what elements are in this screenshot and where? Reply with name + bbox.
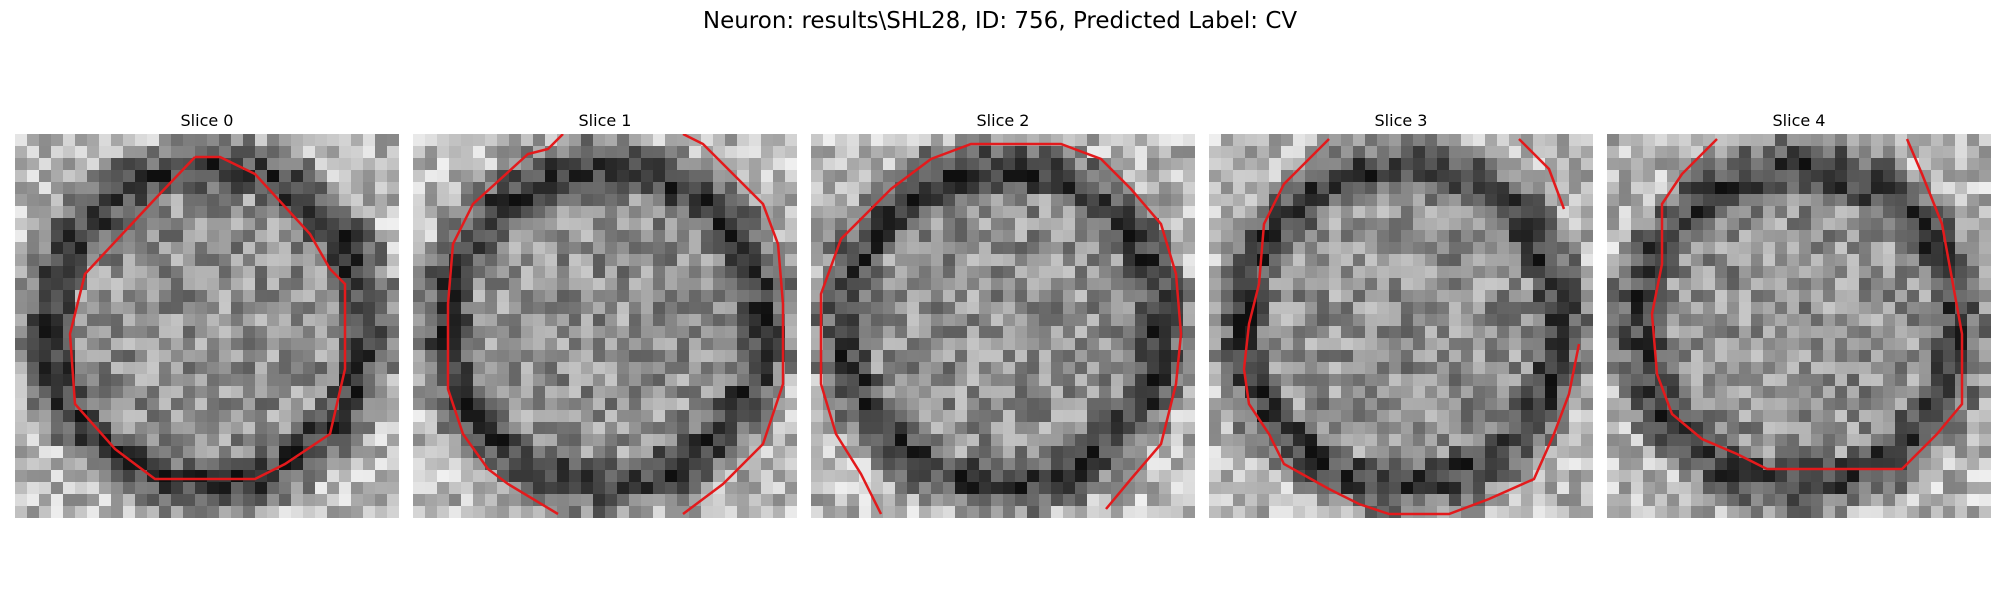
neuron-contour-3b — [1518, 138, 1566, 210]
slice-title-2: Slice 2 — [976, 111, 1030, 130]
slice-title-3: Slice 3 — [1374, 111, 1428, 130]
slice-image-0 — [15, 134, 399, 518]
micrograph-pixels-4 — [1607, 134, 1991, 518]
slice-title-4: Slice 4 — [1772, 111, 1826, 130]
slice-panel-1: Slice 1 — [413, 108, 797, 518]
micrograph-pixels-3 — [1209, 134, 1593, 518]
neuron-contour-2 — [819, 142, 1183, 515]
micrograph-pixels-0 — [15, 134, 399, 518]
neuron-contour-4 — [1650, 138, 1964, 471]
neuron-contour-3 — [1242, 138, 1581, 516]
slice-title-1: Slice 1 — [578, 111, 632, 130]
slice-panel-3: Slice 3 — [1209, 108, 1593, 518]
micrograph-pixels-2 — [811, 134, 1195, 518]
slice-panel-0: Slice 0 — [15, 108, 399, 518]
slice-image-4 — [1607, 134, 1991, 518]
neuron-contour-1 — [446, 134, 564, 516]
slice-panel-2: Slice 2 — [811, 108, 1195, 518]
slice-image-1 — [413, 134, 797, 518]
slice-image-2 — [811, 134, 1195, 518]
neuron-contour-0 — [68, 155, 347, 481]
slice-panel-4: Slice 4 — [1607, 108, 1991, 518]
micrograph-pixels-1 — [413, 134, 797, 518]
neuron-contour-1b — [682, 134, 785, 515]
slice-title-0: Slice 0 — [180, 111, 234, 130]
figure-title: Neuron: results\SHL28, ID: 756, Predicte… — [702, 8, 1298, 34]
slice-image-3 — [1209, 134, 1593, 518]
